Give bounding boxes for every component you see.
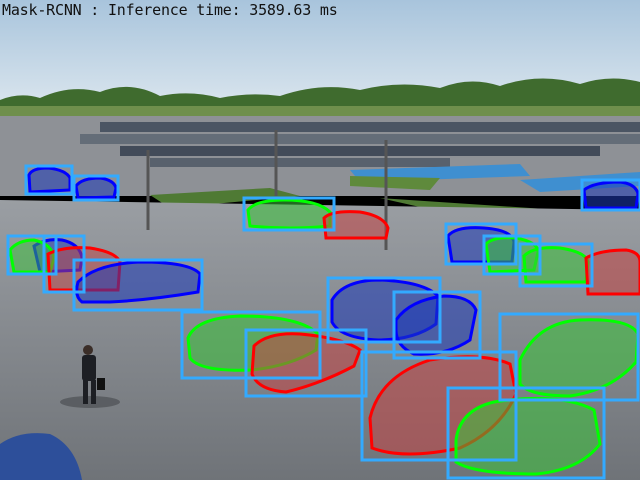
bounding-box <box>244 328 368 398</box>
bounding-box <box>72 174 120 202</box>
far-car-rows <box>80 122 640 167</box>
mask-blue <box>75 260 202 304</box>
mask-green <box>246 198 332 230</box>
bounding-box <box>180 310 322 380</box>
mask-blue <box>27 166 72 194</box>
bounding-box <box>42 234 86 294</box>
mask-red <box>322 210 390 240</box>
bounding-box <box>518 242 594 288</box>
hedge-mid <box>350 176 440 190</box>
mask-blue <box>74 176 118 200</box>
bottom-left-car <box>0 433 82 480</box>
bounding-box <box>392 290 482 360</box>
bounding-box <box>24 164 74 196</box>
bounding-box <box>72 258 204 312</box>
mask-red <box>584 248 640 296</box>
mask-blue <box>394 294 478 356</box>
bounding-box <box>580 178 640 212</box>
bounding-box <box>360 350 518 462</box>
bounding-box <box>444 222 518 266</box>
mask-green <box>454 396 602 476</box>
mask-green <box>522 246 590 284</box>
bounding-box <box>498 312 640 402</box>
pedestrian <box>60 345 120 408</box>
bounding-boxes <box>6 164 640 480</box>
bounding-box <box>6 234 58 276</box>
mask-blue <box>582 180 640 210</box>
bounding-box <box>326 276 442 344</box>
bounding-box <box>446 386 606 480</box>
bounding-box <box>242 196 336 232</box>
inference-time-label: Mask-RCNN : Inference time: 3589.63 ms <box>2 1 338 19</box>
bounding-box <box>482 234 542 276</box>
